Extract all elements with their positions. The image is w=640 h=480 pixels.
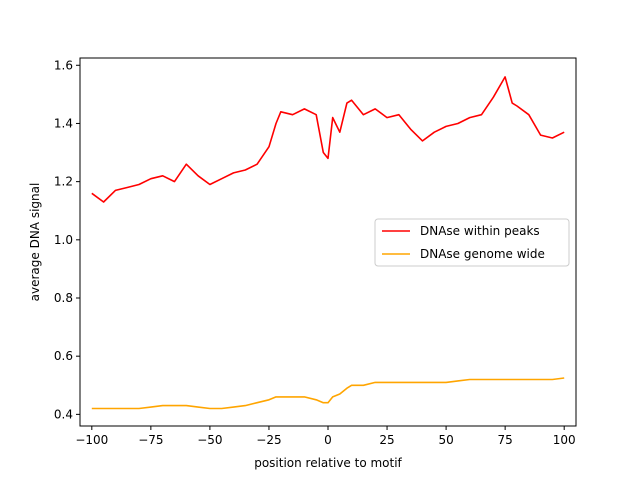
y-axis: 0.4 0.6 0.8 1.0 1.2 1.4 1.6	[54, 58, 80, 421]
y-tick-label: 1.2	[54, 175, 73, 189]
series-line-2	[91, 377, 565, 410]
series-layer	[91, 76, 565, 410]
y-tick-label: 1.6	[54, 58, 73, 72]
legend: DNAse within peaks DNAse genome wide	[374, 218, 570, 267]
y-tick-label: 0.4	[54, 407, 73, 421]
x-tick-label: 100	[553, 433, 576, 447]
x-tick-label: −50	[197, 433, 222, 447]
legend-label-1: DNAse within peaks	[420, 224, 540, 238]
x-axis: −100 −75 −50 −25 0 25 50 75 100	[75, 426, 576, 447]
x-tick-label: −100	[75, 433, 108, 447]
x-tick-label: 75	[498, 433, 513, 447]
x-tick-label: 0	[324, 433, 332, 447]
y-axis-label: average DNA signal	[28, 183, 42, 302]
x-axis-label: position relative to motif	[254, 456, 402, 470]
series-line-1	[91, 76, 565, 203]
legend-box	[374, 218, 570, 267]
x-tick-label: 25	[379, 433, 394, 447]
y-tick-label: 1.4	[54, 116, 73, 130]
y-tick-label: 0.6	[54, 349, 73, 363]
legend-label-2: DNAse genome wide	[420, 247, 545, 261]
x-tick-label: −25	[256, 433, 281, 447]
y-tick-label: 1.0	[54, 233, 73, 247]
y-tick-label: 0.8	[54, 291, 73, 305]
x-tick-label: −75	[138, 433, 163, 447]
x-tick-label: 50	[438, 433, 453, 447]
